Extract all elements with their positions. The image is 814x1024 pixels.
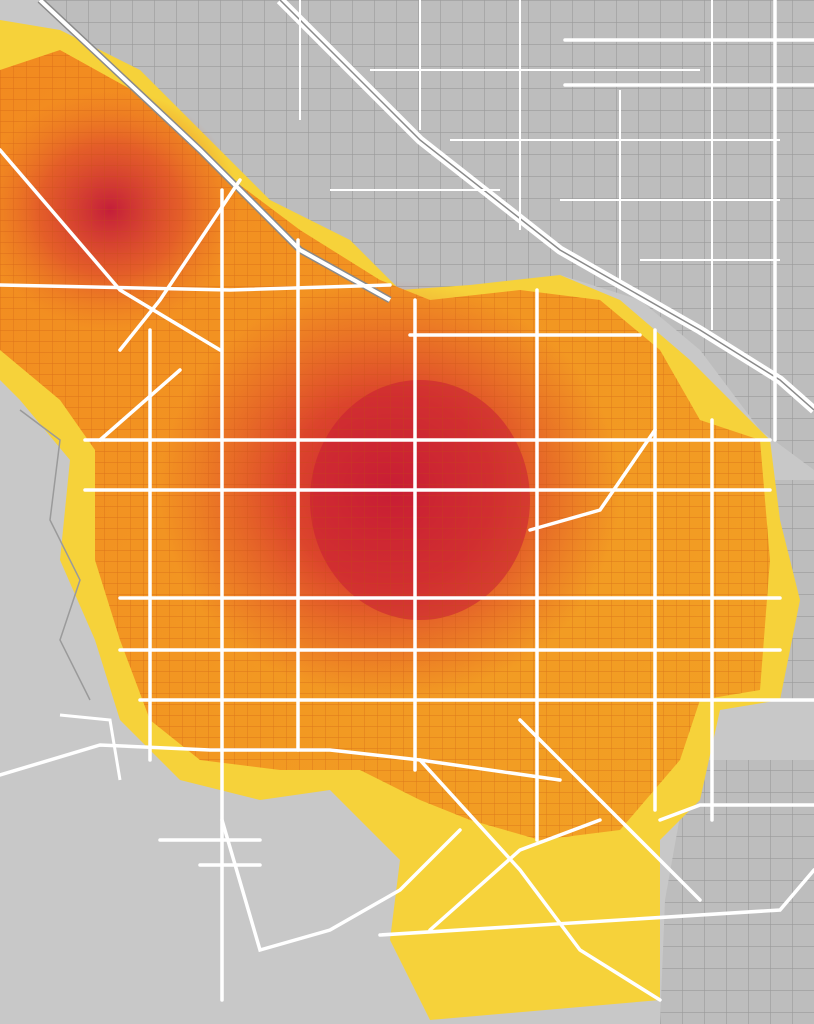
- rail-corridor-casing: [279, 0, 814, 411]
- urban-grid-southeast: [660, 760, 814, 1024]
- shoreline-outline: [19, 409, 91, 701]
- major-roads: [0, 0, 814, 1002]
- heat-block-texture: [0, 50, 770, 840]
- freeway-diagonal-fill: [38, 0, 391, 302]
- pier-structure: [59, 713, 122, 781]
- northeast-streets: [299, 0, 780, 330]
